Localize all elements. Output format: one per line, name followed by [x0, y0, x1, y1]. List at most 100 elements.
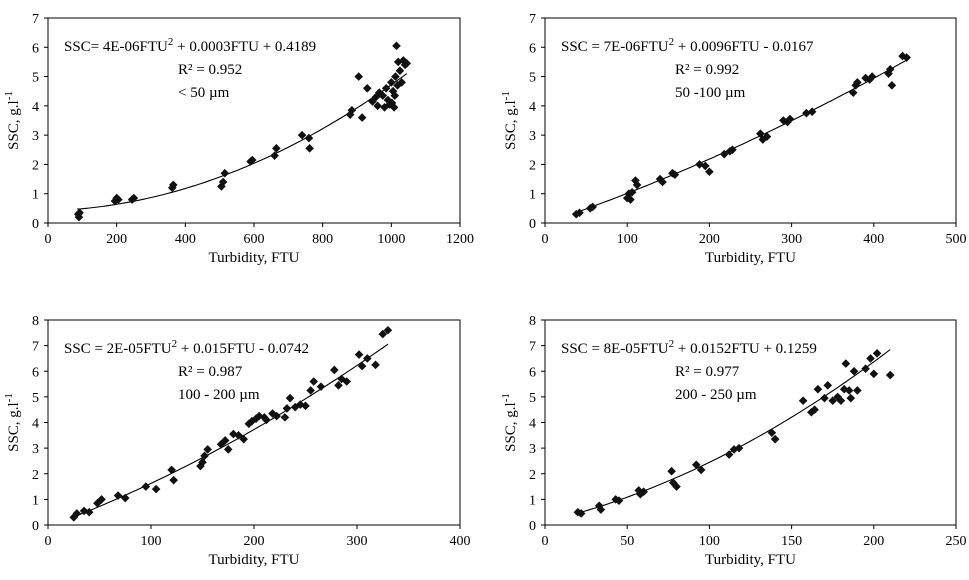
- data-point: [672, 482, 681, 491]
- data-point: [75, 208, 84, 218]
- data-point: [151, 484, 161, 494]
- data-point: [853, 78, 862, 87]
- data-point: [724, 450, 734, 459]
- r-squared-label: R² = 0.987: [178, 364, 243, 380]
- y-tick-label: 2: [32, 468, 39, 483]
- data-point: [885, 64, 895, 74]
- data-point: [624, 189, 634, 199]
- y-tick-label: 5: [529, 391, 536, 406]
- data-point: [767, 428, 777, 438]
- r-squared-label: R² = 0.992: [675, 62, 739, 78]
- data-point: [575, 208, 584, 218]
- r-squared-label: R² = 0.952: [178, 62, 242, 78]
- data-point: [885, 370, 895, 380]
- data-point: [357, 361, 367, 371]
- y-tick-label: 4: [32, 417, 39, 432]
- data-point: [334, 381, 343, 390]
- x-tick-label: 0: [45, 232, 52, 247]
- data-point: [378, 329, 388, 339]
- x-tick-label: 300: [347, 534, 368, 549]
- data-point: [169, 475, 178, 485]
- data-point: [385, 100, 394, 109]
- y-tick-label: 4: [529, 417, 536, 432]
- y-tick-label: 3: [529, 442, 536, 457]
- plot-frame: [544, 17, 957, 224]
- data-point: [354, 72, 364, 81]
- chart-panel-2: 0 100 200 300 400 500 0 1 2 3 4 5 6 7 Turbidity, FTU SS…: [500, 12, 967, 266]
- data-point: [129, 193, 139, 203]
- data-point: [639, 487, 648, 496]
- data-point: [846, 393, 856, 403]
- data-point: [141, 482, 151, 491]
- data-point: [373, 101, 382, 111]
- y-tick-label: 4: [32, 100, 39, 115]
- y-tick-label: 1: [529, 188, 536, 203]
- particle-size-label: < 50 µm: [178, 85, 230, 101]
- data-point: [84, 507, 94, 517]
- x-tick-label: 400: [863, 232, 884, 247]
- data-point: [304, 133, 314, 143]
- r-squared-label: R² = 0.977: [675, 364, 740, 380]
- data-point: [357, 113, 367, 122]
- data-point: [342, 377, 351, 386]
- x-tick-label: 400: [450, 534, 471, 549]
- equation-label: SSC= 4E-06FTU2 + 0.0003FTU + 0.4189: [64, 36, 316, 55]
- x-tick-label: 0: [542, 534, 549, 549]
- y-tick-label: 6: [32, 41, 39, 56]
- data-point: [700, 161, 710, 171]
- equation-label: SSC = 8E-05FTU2 + 0.0152FTU + 0.1259: [561, 338, 817, 357]
- y-tick-label: 0: [529, 519, 536, 534]
- data-point: [297, 130, 307, 140]
- data-point: [114, 195, 123, 204]
- data-point: [696, 465, 706, 475]
- data-point: [802, 108, 811, 118]
- data-point: [309, 377, 319, 386]
- data-point: [785, 114, 795, 124]
- y-tick-label: 0: [32, 217, 39, 232]
- y-axis-label: SSC, g.l-1: [500, 393, 519, 452]
- data-point: [354, 350, 364, 359]
- data-point: [390, 91, 400, 100]
- x-tick-label: 1200: [446, 232, 474, 247]
- data-point: [798, 396, 808, 406]
- data-point: [395, 66, 405, 76]
- data-point: [849, 366, 859, 376]
- y-tick-label: 6: [529, 41, 536, 56]
- data-point: [306, 386, 315, 395]
- x-axis-label: Turbidity, FTU: [209, 250, 300, 266]
- data-point: [869, 369, 879, 379]
- data-point: [200, 451, 209, 461]
- data-point: [902, 53, 911, 62]
- data-point: [573, 507, 583, 517]
- x-tick-label: 0: [542, 232, 549, 247]
- data-point: [371, 360, 380, 370]
- y-tick-label: 2: [529, 468, 536, 483]
- data-point: [330, 365, 339, 375]
- data-point: [337, 374, 346, 384]
- data-point: [220, 436, 230, 445]
- data-point: [383, 95, 393, 105]
- chart-panel-4: 0 50 100 150 200 250 0 1 2 3 4 5 6 7 8 Turbidity, FTU SS…: [500, 314, 967, 568]
- y-tick-label: 6: [32, 365, 39, 380]
- data-point: [203, 445, 212, 454]
- data-point: [872, 349, 882, 358]
- data-point: [734, 443, 744, 453]
- y-axis-label: SSC, g.l-1: [500, 91, 519, 150]
- data-point: [381, 83, 391, 93]
- trendline: [77, 73, 408, 210]
- data-point: [280, 413, 290, 422]
- data-point: [887, 81, 897, 90]
- y-tick-label: 8: [529, 314, 536, 329]
- data-point: [239, 434, 248, 444]
- particle-size-label: 50 -100 µm: [675, 85, 746, 101]
- data-point: [402, 59, 412, 68]
- data-point: [229, 429, 238, 439]
- data-point: [234, 431, 243, 440]
- y-tick-label: 0: [32, 519, 39, 534]
- y-tick-label: 8: [32, 314, 39, 329]
- y-tick-label: 0: [529, 217, 536, 232]
- y-tick-label: 5: [529, 71, 536, 86]
- data-point: [728, 145, 737, 155]
- data-point: [347, 105, 357, 115]
- y-tick-label: 7: [529, 340, 536, 355]
